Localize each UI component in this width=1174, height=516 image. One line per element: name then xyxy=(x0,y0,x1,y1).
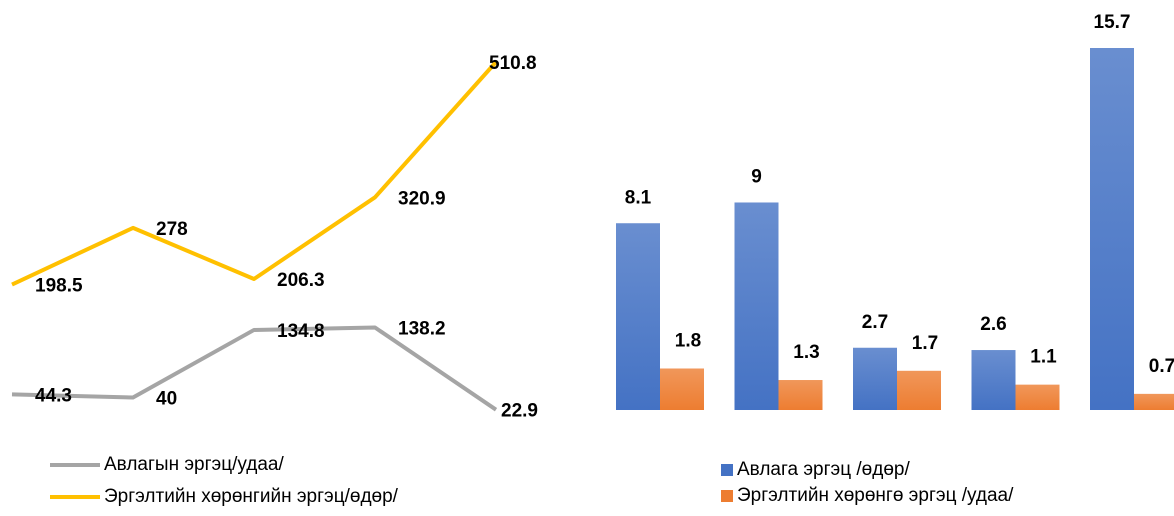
bar xyxy=(616,223,660,410)
bar xyxy=(1090,48,1134,410)
bar xyxy=(897,370,941,410)
legend-label: Авлага эргэц /өдөр/ xyxy=(737,459,910,480)
data-label: 510.8 xyxy=(489,53,537,74)
bar xyxy=(971,350,1016,410)
line-series xyxy=(11,60,498,287)
legend-label: Эргэлтийн хөрөнгийн эргэц/өдөр/ xyxy=(104,486,399,507)
data-label: 138.2 xyxy=(398,319,446,340)
data-label: 2.7 xyxy=(862,312,888,333)
data-label: 1.1 xyxy=(1030,347,1057,368)
bar xyxy=(1015,384,1060,410)
data-label: 40 xyxy=(156,389,177,410)
bar xyxy=(1134,393,1174,410)
bar xyxy=(660,368,704,410)
data-label: 134.8 xyxy=(277,321,325,342)
data-label: 320.9 xyxy=(398,188,446,209)
data-label: 2.6 xyxy=(980,314,1006,335)
data-label: 9 xyxy=(751,166,762,187)
bar xyxy=(778,380,823,410)
bar xyxy=(734,202,779,410)
data-label: 15.7 xyxy=(1094,12,1131,33)
data-label: 8.1 xyxy=(625,187,652,208)
legend-label: Эргэлтийн хөрөнгө эргэц /удаа/ xyxy=(737,485,1014,506)
data-label: 22.9 xyxy=(501,401,538,422)
legend-swatch xyxy=(721,464,733,476)
legend-label: Авлагын эргэц/удаа/ xyxy=(104,454,284,475)
data-label: 1.8 xyxy=(675,331,701,352)
legend-swatch xyxy=(721,490,733,502)
bar xyxy=(853,347,897,410)
data-label: 206.3 xyxy=(277,270,325,291)
data-label: 44.3 xyxy=(35,385,72,406)
data-label: 198.5 xyxy=(35,276,83,297)
data-label: 1.7 xyxy=(912,333,938,354)
data-label: 278 xyxy=(156,219,188,240)
data-label: 0.7 xyxy=(1149,356,1174,377)
line-series xyxy=(11,325,498,412)
data-label: 1.3 xyxy=(793,342,819,363)
